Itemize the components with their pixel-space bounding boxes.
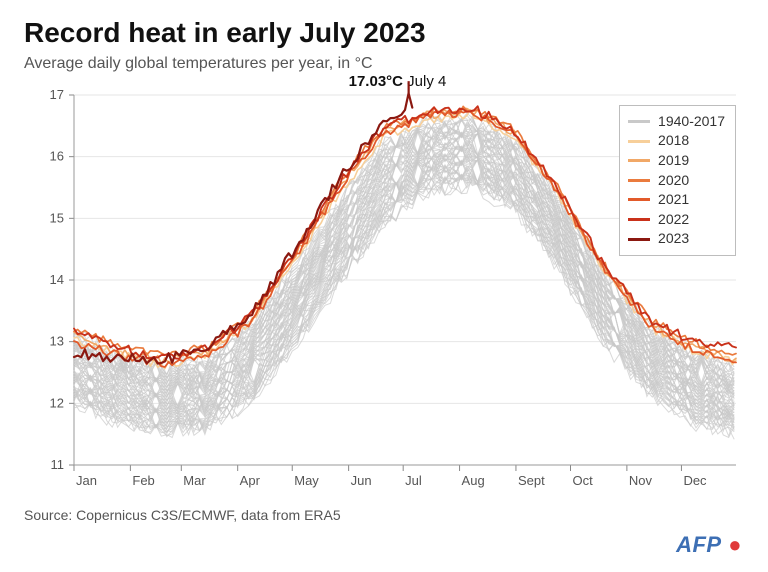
- svg-text:13: 13: [50, 333, 64, 348]
- svg-text:Sept: Sept: [518, 473, 545, 488]
- svg-text:Oct: Oct: [573, 473, 594, 488]
- legend-label: 2022: [658, 210, 689, 230]
- afp-logo: AFP ●: [676, 532, 742, 558]
- legend-label: 2018: [658, 131, 689, 151]
- legend-swatch: [628, 238, 650, 241]
- chart-container: 17.03°C July 4 11121314151617JanFebMarAp…: [24, 77, 744, 497]
- source-text: Source: Copernicus C3S/ECMWF, data from …: [24, 507, 744, 523]
- svg-text:Apr: Apr: [240, 473, 261, 488]
- logo-dot: ●: [722, 532, 742, 557]
- afp-text: AFP: [676, 532, 722, 557]
- legend-row: 2019: [628, 151, 725, 171]
- legend-swatch: [628, 198, 650, 201]
- legend-swatch: [628, 159, 650, 162]
- legend-row: 2020: [628, 171, 725, 191]
- svg-text:May: May: [294, 473, 319, 488]
- legend-row: 2018: [628, 131, 725, 151]
- legend-row: 1940-2017: [628, 112, 725, 132]
- legend-label: 2021: [658, 190, 689, 210]
- page-title: Record heat in early July 2023: [24, 18, 744, 49]
- svg-text:Nov: Nov: [629, 473, 653, 488]
- svg-text:15: 15: [50, 210, 64, 225]
- legend-swatch: [628, 140, 650, 143]
- svg-text:14: 14: [50, 272, 64, 287]
- svg-text:Jun: Jun: [351, 473, 372, 488]
- page-subtitle: Average daily global temperatures per ye…: [24, 55, 744, 73]
- legend-label: 1940-2017: [658, 112, 725, 132]
- legend-swatch: [628, 218, 650, 221]
- svg-text:Feb: Feb: [132, 473, 154, 488]
- svg-text:Dec: Dec: [683, 473, 707, 488]
- legend-label: 2023: [658, 229, 689, 249]
- legend-row: 2022: [628, 210, 725, 230]
- legend: 1940-2017201820192020202120222023: [619, 105, 736, 256]
- svg-text:Jul: Jul: [405, 473, 422, 488]
- svg-text:Jan: Jan: [76, 473, 97, 488]
- legend-swatch: [628, 179, 650, 182]
- legend-label: 2019: [658, 151, 689, 171]
- svg-text:12: 12: [50, 395, 64, 410]
- svg-text:Aug: Aug: [462, 473, 485, 488]
- legend-row: 2021: [628, 190, 725, 210]
- svg-text:16: 16: [50, 148, 64, 163]
- legend-label: 2020: [658, 171, 689, 191]
- svg-text:17: 17: [50, 87, 64, 102]
- svg-text:Mar: Mar: [183, 473, 206, 488]
- legend-swatch: [628, 120, 650, 123]
- legend-row: 2023: [628, 229, 725, 249]
- svg-text:11: 11: [51, 457, 65, 472]
